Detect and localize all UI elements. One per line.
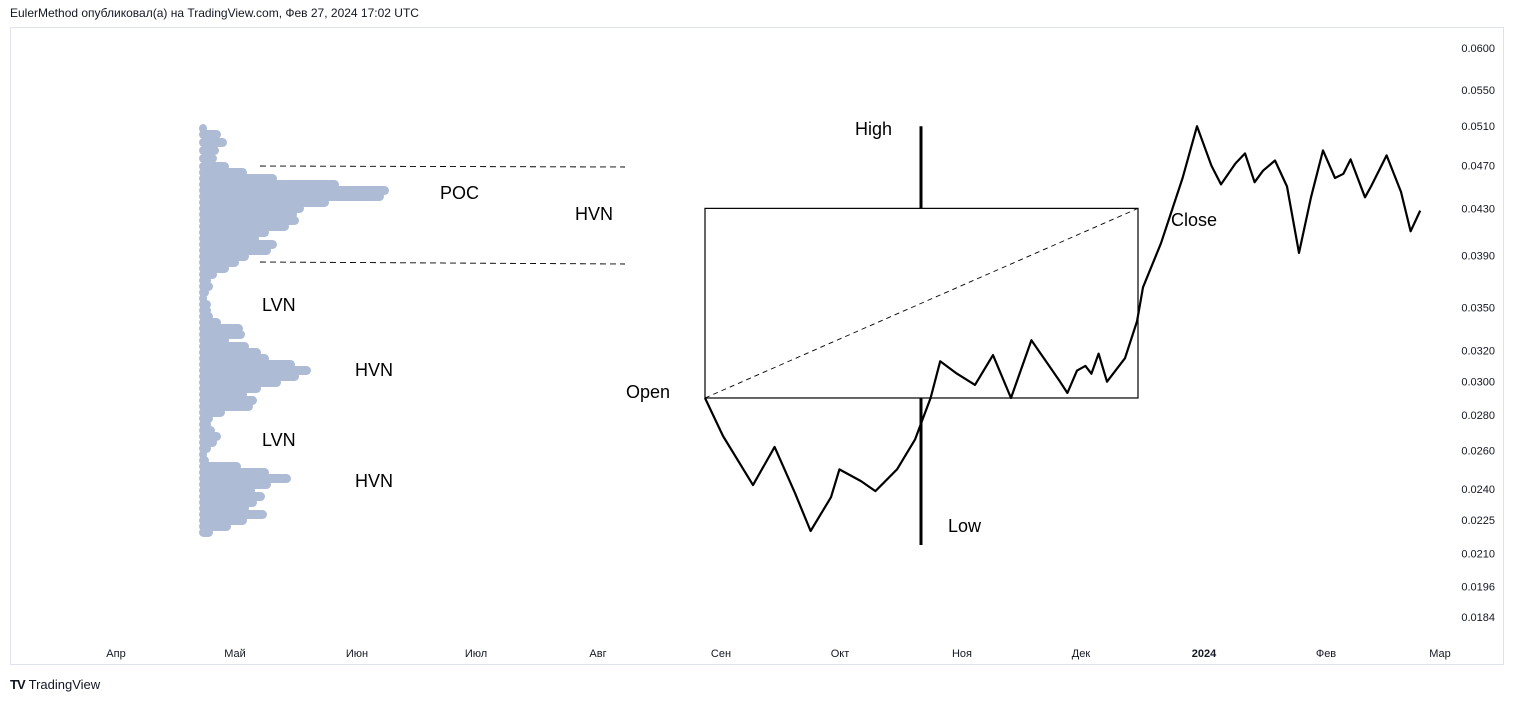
- y-tick-label: 0.0196: [1461, 582, 1495, 594]
- y-axis: 0.0600 0.0550 0.0510 0.0470 0.0430 0.0390 0.03…: [1461, 43, 1495, 624]
- volume-profile-bar: [199, 154, 217, 163]
- y-tick-label: 0.0320: [1461, 346, 1495, 358]
- y-tick-label: 0.0210: [1461, 548, 1495, 560]
- x-tick-label: Июн: [346, 648, 368, 660]
- y-tick-label: 0.0510: [1461, 121, 1495, 133]
- annotation-hvn-bottom: HVN: [355, 471, 393, 491]
- x-axis: Апр Май Июн Июл Авг Сен Окт Ноя Дек 2024 Фев Мар: [106, 648, 1450, 660]
- x-tick-label: 2024: [1192, 648, 1217, 660]
- annotation-open: Open: [626, 382, 670, 402]
- annotation-high: High: [855, 119, 892, 139]
- x-tick-label: Июл: [465, 648, 487, 660]
- volume-profile-bar: [199, 130, 221, 139]
- y-tick-label: 0.0350: [1461, 302, 1495, 314]
- volume-profile-bar: [199, 138, 227, 147]
- chart-frame: [10, 27, 1504, 665]
- tradingview-logo-icon[interactable]: TV: [10, 677, 26, 692]
- x-tick-label: Ноя: [952, 648, 972, 660]
- annotation-poc: POC: [440, 183, 479, 203]
- y-tick-label: 0.0430: [1461, 203, 1495, 215]
- footer: TV TradingView: [10, 677, 100, 692]
- y-tick-label: 0.0600: [1461, 43, 1495, 55]
- x-tick-label: Фев: [1316, 648, 1336, 660]
- y-tick-label: 0.0240: [1461, 484, 1495, 496]
- x-tick-label: Сен: [711, 648, 731, 660]
- annotation-hvn-middle: HVN: [355, 360, 393, 380]
- x-tick-label: Апр: [106, 648, 125, 660]
- x-tick-label: Авг: [589, 648, 606, 660]
- y-tick-label: 0.0550: [1461, 85, 1495, 97]
- volume-profile-bar: [199, 146, 219, 155]
- tradingview-brand[interactable]: TradingView: [28, 677, 101, 692]
- value-area-low-line: [259, 261, 626, 265]
- annotation-low: Low: [948, 516, 982, 536]
- y-tick-label: 0.0260: [1461, 446, 1495, 458]
- annotation-close: Close: [1171, 210, 1217, 230]
- annotation-hvn-top: HVN: [575, 204, 613, 224]
- annotation-lvn-lower: LVN: [262, 430, 296, 450]
- y-tick-label: 0.0300: [1461, 377, 1495, 389]
- y-tick-label: 0.0470: [1461, 161, 1495, 173]
- y-tick-label: 0.0225: [1461, 515, 1495, 527]
- x-tick-label: Май: [224, 648, 246, 660]
- annotation-lvn-upper: LVN: [262, 295, 296, 315]
- volume-profile-bar: [199, 528, 213, 537]
- x-tick-label: Дек: [1072, 648, 1091, 660]
- y-tick-label: 0.0184: [1461, 612, 1495, 624]
- x-tick-label: Окт: [831, 648, 850, 660]
- x-tick-label: Мар: [1429, 648, 1451, 660]
- value-area-high-line: [259, 165, 626, 168]
- open-close-diagonal: [704, 207, 1139, 399]
- publish-info: EulerMethod опубликовал(а) на TradingVie…: [10, 6, 419, 20]
- y-tick-label: 0.0280: [1461, 410, 1495, 422]
- volume-profile: [199, 124, 389, 537]
- price-line: [704, 125, 1422, 533]
- y-tick-label: 0.0390: [1461, 250, 1495, 262]
- candle-body: [704, 207, 1139, 399]
